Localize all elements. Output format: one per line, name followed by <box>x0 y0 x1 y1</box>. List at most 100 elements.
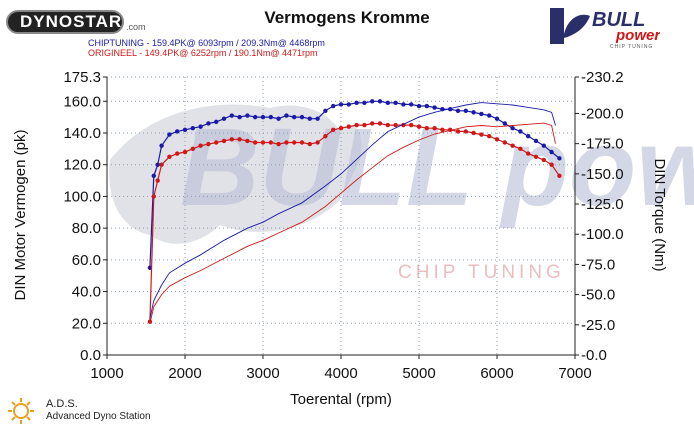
origineel-power-point <box>198 143 203 148</box>
origineel-power-point <box>214 140 219 145</box>
chiptuning-power-point <box>155 162 160 167</box>
origineel-power-point <box>455 129 461 134</box>
bull-power-logo: BULL power CHIP TUNING <box>550 8 660 50</box>
origineel-power-point <box>424 126 429 131</box>
chiptuning-power-point <box>393 100 398 106</box>
origineel-power-point <box>409 122 414 128</box>
origineel-power-point <box>338 126 344 131</box>
origineel-power-point <box>354 122 359 128</box>
y-left-tick-label: 160.0 <box>63 93 101 110</box>
x-tick-label: 6000 <box>480 365 513 382</box>
chiptuning-power-point <box>401 102 406 107</box>
origineel-power-point <box>471 130 476 136</box>
chart-title: Vermogens Kromme <box>264 8 430 27</box>
chiptuning-power-point <box>424 103 429 109</box>
origineel-power-point <box>159 162 164 167</box>
chiptuning-power-point <box>549 149 554 155</box>
origineel-power-point <box>229 137 234 142</box>
y-left-tick-label: 175.3 <box>63 69 101 86</box>
origineel-power-point <box>299 140 305 145</box>
origineel-power-point <box>510 143 515 148</box>
y-left-tick-label: 120.0 <box>63 157 101 174</box>
y-left-tick-label: 60.0 <box>72 252 101 269</box>
chiptuning-power-point <box>494 116 500 121</box>
origineel-power-point <box>479 132 484 137</box>
chiptuning-power-point <box>409 102 414 107</box>
origineel-power-point <box>463 129 468 134</box>
origineel-power-point <box>151 194 156 199</box>
chiptuning-power-point <box>167 132 172 137</box>
chiptuning-power-point <box>182 127 188 133</box>
chiptuning-power-point <box>284 113 289 118</box>
origineel-power-point <box>385 122 390 128</box>
origineel-power-point <box>416 124 422 129</box>
y-left-tick-label: 80.0 <box>72 220 101 237</box>
origineel-power-point <box>370 121 375 126</box>
series-origineel-power <box>147 121 562 324</box>
origineel-power-point <box>502 140 507 145</box>
y-axis-right: -0.0 -25.0 -50.0 -75.0 -100.0 -125.0 -150.0 -17… <box>574 69 624 364</box>
chiptuning-power-point <box>151 173 156 178</box>
chiptuning-power-point <box>510 126 515 131</box>
chiptuning-power-point <box>338 102 344 107</box>
chiptuning-power-point <box>206 121 211 126</box>
legend-chiptuning: CHIPTUNING - 159.4PK@ 6093rpm / 209.3Nm@… <box>88 38 325 48</box>
bull-logo-word: BULL <box>592 9 645 31</box>
chiptuning-power-point <box>385 100 390 106</box>
chiptuning-power-point <box>276 116 281 121</box>
y-right-tick-label: -150.0 <box>581 166 624 183</box>
origineel-power-point <box>315 140 320 145</box>
origineel-power-point <box>292 140 297 145</box>
chiptuning-power-point <box>354 100 359 106</box>
chiptuning-power-point <box>299 114 305 120</box>
origineel-power-point <box>533 154 539 159</box>
y-left-tick-label: 20.0 <box>72 315 101 332</box>
bull-logo-bar <box>550 8 564 44</box>
origineel-power-point <box>494 137 500 142</box>
origineel-power-point <box>377 121 383 126</box>
chiptuning-power-point <box>370 99 375 104</box>
ads-sun-icon <box>8 398 34 424</box>
y-axis-left: 0.0 20.0 40.0 60.0 80.0 100.0 120.0 140.0 160.0 1… <box>63 69 108 364</box>
origineel-power-point <box>487 133 492 139</box>
origineel-power-point <box>362 122 367 128</box>
bull-silhouette-watermark <box>109 104 362 244</box>
y-right-tick-label: -125.0 <box>581 196 624 213</box>
chiptuning-power-point <box>268 114 273 120</box>
y-axis-right-label: DIN Torque (Nm) <box>651 158 668 271</box>
chiptuning-power-point <box>260 114 266 120</box>
chiptuning-power-point <box>237 114 242 120</box>
y-right-tick-label: -230.2 <box>581 69 624 86</box>
y-right-tick-label: -175.0 <box>581 136 624 153</box>
chiptuning-power-point <box>190 126 195 131</box>
origineel-power-point <box>253 140 258 145</box>
chiptuning-power-point <box>331 103 336 109</box>
origineel-power-point <box>182 149 188 155</box>
watermark-bull-text: BULL power <box>180 106 694 229</box>
chiptuning-power-point <box>175 129 180 134</box>
origineel-power-point <box>518 146 523 152</box>
origineel-power-point <box>190 146 195 152</box>
chiptuning-power-point <box>245 113 250 118</box>
chiptuning-power-point <box>323 108 328 113</box>
chiptuning-power-point <box>377 99 383 104</box>
chiptuning-power-point <box>253 114 258 120</box>
ads-logo: A.D.S. Advanced Dyno Station <box>6 396 176 426</box>
y-axis-left-label: DIN Motor Vermogen (pk) <box>12 130 29 301</box>
y-right-tick-label: -200.0 <box>581 105 624 122</box>
chiptuning-power-point <box>471 110 476 115</box>
power-logo-word: power <box>615 27 660 44</box>
chiptuning-power-point <box>159 143 164 148</box>
origineel-power-point <box>440 127 445 133</box>
chiptuning-power-point <box>221 116 227 121</box>
origineel-power-point <box>393 122 398 128</box>
origineel-power-point <box>549 162 554 167</box>
origineel-power-point <box>268 140 273 145</box>
origineel-power-point <box>557 173 562 178</box>
series-chiptuning-power <box>147 99 562 270</box>
origineel-power-point <box>260 140 266 145</box>
chiptuning-power-point <box>214 119 219 125</box>
series-origineel-torque <box>149 122 556 324</box>
bull-logo-subtext: CHIP TUNING <box>610 44 653 50</box>
chiptuning-power-point <box>198 124 203 129</box>
